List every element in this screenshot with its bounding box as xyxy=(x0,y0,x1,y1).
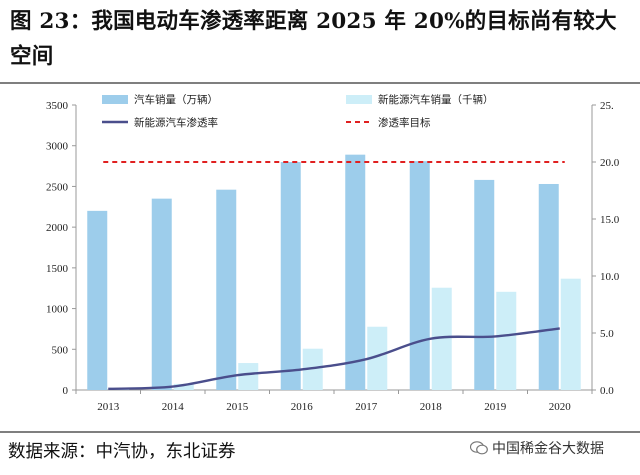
nev-sales-bar xyxy=(496,291,517,390)
nev-sales-bar xyxy=(560,278,581,390)
right-tick-label: 15.0 xyxy=(600,214,620,226)
right-tick-label: 10.0 xyxy=(600,271,620,283)
x-tick-label: 2019 xyxy=(484,401,507,413)
left-tick-label: 1000 xyxy=(46,304,69,316)
nev-sales-bar xyxy=(173,383,194,390)
x-tick-label: 2017 xyxy=(355,401,378,413)
legend-label-sales: 汽车销量（万辆） xyxy=(134,93,218,106)
penetration-line xyxy=(108,327,560,391)
right-tick-label: 0.0 xyxy=(600,385,614,397)
left-tick-label: 3500 xyxy=(46,100,69,112)
x-tick-label: 2020 xyxy=(549,401,572,413)
data-source: 数据来源：中汽协，东北证券 xyxy=(8,442,236,462)
sales-bar xyxy=(474,179,495,390)
nev-sales-bar xyxy=(238,363,259,390)
wechat-icon xyxy=(470,441,488,455)
legend-swatch-nev xyxy=(346,95,372,104)
x-tick-label: 2016 xyxy=(291,401,314,413)
figure-title: 图 23：我国电动车渗透率距离 2025 年 20%的目标尚有较大空间 xyxy=(10,9,617,69)
watermark: 中国稀金谷大数据 xyxy=(470,438,604,458)
sales-bar xyxy=(538,183,559,390)
left-tick-label: 2500 xyxy=(46,181,69,193)
bottom-divider xyxy=(0,431,640,433)
sales-bar xyxy=(345,154,366,390)
right-tick-label: 5.0 xyxy=(600,328,614,340)
sales-bar xyxy=(151,198,172,390)
left-tick-label: 2000 xyxy=(46,222,69,234)
legend-label-nev: 新能源汽车销量（千辆） xyxy=(378,93,494,106)
right-tick-label: 20.0 xyxy=(600,157,620,169)
nev-sales-bar xyxy=(302,348,323,390)
chart: 0 500 1000 1500 2000 2500 3000 3500 0.0 5.0 10.0 15… xyxy=(46,93,620,413)
top-divider xyxy=(0,82,640,84)
left-tick-label: 3000 xyxy=(46,141,69,153)
legend-label-penetration: 新能源汽车渗透率 xyxy=(134,116,218,129)
sales-bar xyxy=(409,161,430,390)
nev-sales-bar xyxy=(431,287,452,390)
left-tick-label: 0 xyxy=(63,385,69,397)
x-tick-label: 2014 xyxy=(162,401,185,413)
watermark-text: 中国稀金谷大数据 xyxy=(492,441,604,457)
legend-swatch-sales xyxy=(102,95,128,104)
nev-sales-bar xyxy=(367,326,388,390)
legend-label-target: 渗透率目标 xyxy=(378,116,431,129)
x-tick-label: 2015 xyxy=(226,401,249,413)
x-tick-label: 2018 xyxy=(420,401,443,413)
sales-bar xyxy=(216,189,237,390)
sales-bar xyxy=(87,210,108,390)
right-tick-label: 25. xyxy=(600,100,614,112)
left-tick-label: 1500 xyxy=(46,263,69,275)
x-tick-label: 2013 xyxy=(97,401,120,413)
left-tick-label: 500 xyxy=(52,344,69,356)
sales-bar xyxy=(280,162,301,390)
